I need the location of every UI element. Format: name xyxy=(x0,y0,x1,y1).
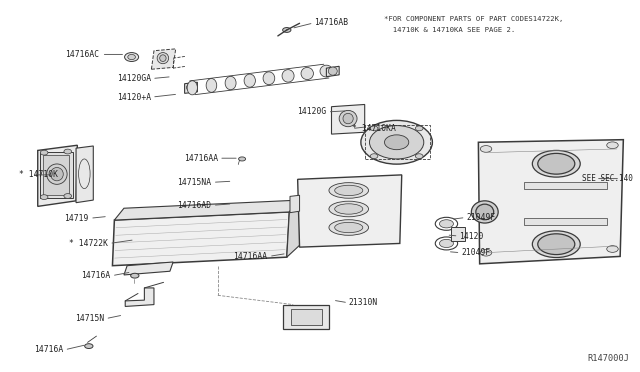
Ellipse shape xyxy=(480,249,492,256)
Polygon shape xyxy=(184,82,197,93)
Polygon shape xyxy=(152,49,175,69)
Text: * 14710K: * 14710K xyxy=(19,170,58,179)
Text: 21310N: 21310N xyxy=(349,298,378,307)
Ellipse shape xyxy=(361,121,433,164)
Ellipse shape xyxy=(40,150,48,155)
Text: 14716A: 14716A xyxy=(81,271,111,280)
Polygon shape xyxy=(332,105,365,134)
Ellipse shape xyxy=(335,185,363,196)
Text: 14120G: 14120G xyxy=(297,108,326,116)
Ellipse shape xyxy=(476,204,493,220)
Ellipse shape xyxy=(282,70,294,82)
Ellipse shape xyxy=(263,72,275,85)
Ellipse shape xyxy=(339,110,357,127)
Text: 14120: 14120 xyxy=(460,231,484,241)
Ellipse shape xyxy=(128,54,136,60)
Ellipse shape xyxy=(157,52,169,64)
Ellipse shape xyxy=(538,153,575,174)
Text: 14716AD: 14716AD xyxy=(177,201,211,210)
Text: 14719: 14719 xyxy=(65,214,89,223)
Ellipse shape xyxy=(329,220,369,235)
Polygon shape xyxy=(478,140,623,264)
Ellipse shape xyxy=(206,78,217,92)
Text: 14120+A: 14120+A xyxy=(116,93,151,102)
Ellipse shape xyxy=(84,344,93,349)
Ellipse shape xyxy=(244,74,255,87)
Text: 14716AB: 14716AB xyxy=(314,19,348,28)
Text: 14715NA: 14715NA xyxy=(177,178,211,187)
Ellipse shape xyxy=(64,149,72,154)
Polygon shape xyxy=(113,212,289,266)
Text: * 14710KA: * 14710KA xyxy=(352,124,396,133)
Ellipse shape xyxy=(538,234,575,254)
Polygon shape xyxy=(38,145,77,206)
Bar xyxy=(291,309,322,325)
Bar xyxy=(40,151,74,198)
Ellipse shape xyxy=(343,113,353,124)
Bar xyxy=(524,218,607,225)
Polygon shape xyxy=(124,262,173,275)
Ellipse shape xyxy=(51,167,63,181)
Text: 14120GA: 14120GA xyxy=(116,74,151,83)
Ellipse shape xyxy=(329,183,369,198)
Text: 14716A: 14716A xyxy=(34,345,63,354)
Ellipse shape xyxy=(301,67,314,80)
Bar xyxy=(451,227,465,241)
Ellipse shape xyxy=(131,273,139,278)
Ellipse shape xyxy=(335,222,363,233)
Ellipse shape xyxy=(186,83,195,92)
Polygon shape xyxy=(287,200,300,257)
Ellipse shape xyxy=(225,76,236,90)
Text: R147000J: R147000J xyxy=(588,354,630,363)
Polygon shape xyxy=(326,66,339,77)
Ellipse shape xyxy=(320,65,333,77)
Ellipse shape xyxy=(440,239,454,247)
Ellipse shape xyxy=(187,81,197,95)
Ellipse shape xyxy=(480,145,492,152)
Ellipse shape xyxy=(125,52,139,61)
Text: *FOR COMPONENT PARTS OF PART CODES14722K,: *FOR COMPONENT PARTS OF PART CODES14722K… xyxy=(384,16,563,22)
Ellipse shape xyxy=(415,126,423,131)
Polygon shape xyxy=(298,175,402,247)
Ellipse shape xyxy=(385,135,409,150)
Ellipse shape xyxy=(40,195,48,199)
Ellipse shape xyxy=(370,154,378,158)
Bar xyxy=(524,182,607,189)
Polygon shape xyxy=(115,200,300,220)
Polygon shape xyxy=(290,195,300,213)
Text: 14716AC: 14716AC xyxy=(65,50,100,59)
Ellipse shape xyxy=(607,246,618,252)
Ellipse shape xyxy=(64,193,72,198)
Ellipse shape xyxy=(532,150,580,177)
Text: 21049F: 21049F xyxy=(462,248,491,257)
Ellipse shape xyxy=(415,154,423,158)
Ellipse shape xyxy=(335,204,363,214)
Ellipse shape xyxy=(369,126,424,159)
Text: 21049F: 21049F xyxy=(467,213,496,222)
Ellipse shape xyxy=(370,126,378,131)
Bar xyxy=(44,155,69,195)
Polygon shape xyxy=(76,146,93,203)
Ellipse shape xyxy=(47,164,67,185)
Text: SEE SEC.140: SEE SEC.140 xyxy=(582,174,633,183)
Ellipse shape xyxy=(239,157,246,161)
Ellipse shape xyxy=(440,220,454,228)
Text: 14716AA: 14716AA xyxy=(184,154,218,163)
Ellipse shape xyxy=(329,201,369,217)
Ellipse shape xyxy=(532,231,580,257)
Ellipse shape xyxy=(607,142,618,148)
Text: 14716AA: 14716AA xyxy=(234,252,268,261)
Ellipse shape xyxy=(471,201,498,223)
Text: 14710K & 14710KA SEE PAGE 2.: 14710K & 14710KA SEE PAGE 2. xyxy=(384,28,515,33)
Text: 14715N: 14715N xyxy=(75,314,104,323)
Ellipse shape xyxy=(160,55,166,61)
Text: * 14722K: * 14722K xyxy=(69,239,108,248)
Ellipse shape xyxy=(328,67,337,75)
Polygon shape xyxy=(125,288,154,307)
Bar xyxy=(283,305,329,329)
Ellipse shape xyxy=(283,28,291,32)
